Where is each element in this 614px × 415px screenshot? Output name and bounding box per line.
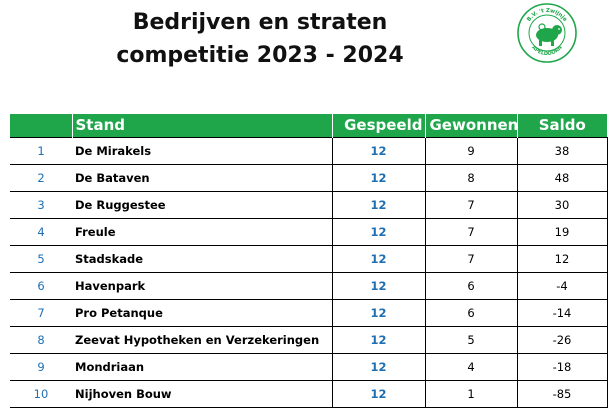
played-cell: 12 xyxy=(332,380,426,408)
rank-cell: 3 xyxy=(10,191,72,219)
won-cell: 8 xyxy=(425,164,518,192)
rank-cell: 2 xyxy=(10,164,72,192)
rank-cell: 4 xyxy=(10,218,72,246)
title-line-1: Bedrijven en straten xyxy=(132,10,388,35)
column-header-saldo: Saldo xyxy=(538,116,586,135)
team-cell: De Mirakels xyxy=(72,136,333,165)
page-title: Bedrijven en straten competitie 2023 - 2… xyxy=(60,6,460,72)
table-row: 7 Pro Petanque 12 6 -14 xyxy=(10,299,608,327)
column-header-rank xyxy=(10,114,73,137)
column-header-stand: Stand xyxy=(72,114,333,137)
table-header-row: Stand Gespeeld Gewonnen Saldo xyxy=(10,114,607,137)
table-row: 4 Freule 12 7 19 xyxy=(10,218,608,246)
won-cell: 6 xyxy=(425,272,518,300)
saldo-cell: 12 xyxy=(517,245,608,273)
played-cell: 12 xyxy=(332,353,426,381)
saldo-cell: 19 xyxy=(517,218,608,246)
team-cell: De Bataven xyxy=(72,164,333,192)
won-cell: 1 xyxy=(425,380,518,408)
club-logo-icon: B.V. 't Zwijnje APELDOORN xyxy=(516,2,578,64)
standings-table: Stand Gespeeld Gewonnen Saldo 1 De Mirak… xyxy=(10,114,608,408)
saldo-cell: -26 xyxy=(517,326,608,354)
rank-cell: 1 xyxy=(10,136,72,165)
saldo-cell: -18 xyxy=(517,353,608,381)
won-cell: 6 xyxy=(425,299,518,327)
table-row: 6 Havenpark 12 6 -4 xyxy=(10,272,608,300)
rank-cell: 9 xyxy=(10,353,72,381)
played-cell: 12 xyxy=(332,218,426,246)
column-header-gewonnen: Gewonnen xyxy=(425,114,518,137)
saldo-cell: -4 xyxy=(517,272,608,300)
column-header-gespeeld: Gespeeld xyxy=(332,114,426,137)
played-cell: 12 xyxy=(332,191,426,219)
saldo-cell: -85 xyxy=(517,380,608,408)
saldo-cell: 48 xyxy=(517,164,608,192)
team-cell: Stadskade xyxy=(72,245,333,273)
played-cell: 12 xyxy=(332,326,426,354)
won-cell: 7 xyxy=(425,218,518,246)
svg-text:B.V. 't Zwijnje: B.V. 't Zwijnje xyxy=(526,8,568,23)
rank-cell: 10 xyxy=(10,380,72,408)
team-cell: Havenpark xyxy=(72,272,333,300)
saldo-cell: 30 xyxy=(517,191,608,219)
team-cell: Nijhoven Bouw xyxy=(72,380,333,408)
rank-cell: 5 xyxy=(10,245,72,273)
won-cell: 5 xyxy=(425,326,518,354)
team-cell: De Ruggestee xyxy=(72,191,333,219)
played-cell: 12 xyxy=(332,272,426,300)
team-cell: Zeevat Hypotheken en Verzekeringen xyxy=(72,326,333,354)
won-cell: 7 xyxy=(425,191,518,219)
rank-cell: 8 xyxy=(10,326,72,354)
saldo-cell: -14 xyxy=(517,299,608,327)
rank-cell: 7 xyxy=(10,299,72,327)
played-cell: 12 xyxy=(332,164,426,192)
played-cell: 12 xyxy=(332,136,426,165)
team-cell: Freule xyxy=(72,218,333,246)
title-line-2: competitie 2023 - 2024 xyxy=(116,43,404,68)
team-cell: Mondriaan xyxy=(72,353,333,381)
table-row: 8 Zeevat Hypotheken en Verzekeringen 12 … xyxy=(10,326,608,354)
played-cell: 12 xyxy=(332,299,426,327)
won-cell: 4 xyxy=(425,353,518,381)
logo-text-top: B.V. 't Zwijnje xyxy=(526,8,568,23)
table-row: 9 Mondriaan 12 4 -18 xyxy=(10,353,608,381)
table-row: 2 De Bataven 12 8 48 xyxy=(10,164,608,192)
saldo-cell: 38 xyxy=(517,136,608,165)
table-row: 3 De Ruggestee 12 7 30 xyxy=(10,191,608,219)
played-cell: 12 xyxy=(332,245,426,273)
table-row: 1 De Mirakels 12 9 38 xyxy=(10,136,608,165)
team-cell: Pro Petanque xyxy=(72,299,333,327)
table-row: 5 Stadskade 12 7 12 xyxy=(10,245,608,273)
won-cell: 9 xyxy=(425,136,518,165)
rank-cell: 6 xyxy=(10,272,72,300)
won-cell: 7 xyxy=(425,245,518,273)
table-row: 10 Nijhoven Bouw 12 1 -85 xyxy=(10,380,608,408)
